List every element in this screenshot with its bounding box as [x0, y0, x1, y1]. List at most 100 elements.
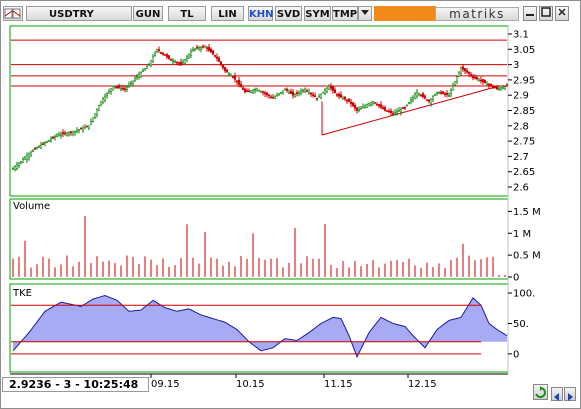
restore-button[interactable] [539, 6, 553, 21]
candle-body [11, 168, 15, 170]
candle-body [105, 93, 109, 96]
refresh-button[interactable] [533, 384, 548, 400]
sym-button[interactable]: SYM [304, 6, 331, 21]
price-panel[interactable] [9, 25, 509, 197]
candle-body [149, 60, 153, 66]
candle-body [413, 94, 417, 99]
volume-tick-label: 1 M [513, 229, 531, 240]
price-tick-label: 2.85 [513, 106, 535, 117]
style-khn-label: KHN [249, 9, 274, 20]
candle-body [127, 84, 131, 87]
candle-body [457, 72, 461, 77]
candle-body [411, 96, 415, 101]
candle-body [117, 85, 121, 88]
candle-body [215, 56, 219, 59]
candle-body [181, 61, 185, 64]
candle-body [359, 107, 363, 110]
restore-icon [541, 7, 551, 17]
candle-body [221, 65, 225, 68]
candle-body [161, 53, 165, 55]
candle-body [79, 127, 83, 130]
candle-body [357, 109, 361, 111]
candle-body [25, 155, 29, 160]
candle-body [409, 99, 413, 102]
period-gun-button[interactable]: GUN [133, 6, 163, 21]
candle-body [493, 86, 497, 89]
candle-body [345, 99, 349, 102]
price-tick-label: 2.95 [513, 75, 535, 86]
candle-body [97, 105, 101, 112]
candle-body [505, 84, 509, 87]
price-tick-label: 2.8 [513, 121, 529, 132]
scroll-left-button[interactable] [551, 387, 563, 401]
currency-tl-button[interactable]: TL [168, 6, 206, 21]
candle-body [453, 81, 457, 86]
candle-body [295, 92, 299, 94]
candle-body [107, 90, 111, 94]
candle-body [151, 56, 155, 63]
candle-body [67, 132, 71, 135]
style-khn-button[interactable]: KHN [248, 6, 274, 21]
close-button[interactable] [555, 6, 569, 21]
candle-body [89, 121, 93, 125]
accent-bar [374, 6, 436, 21]
tmp-button[interactable]: TMP [332, 6, 358, 21]
candle-body [339, 94, 343, 98]
candle-body [69, 131, 73, 134]
candle-body [435, 91, 439, 94]
candle-body [255, 88, 259, 92]
candle-body [401, 107, 405, 109]
candle-body [377, 104, 381, 107]
candle-body [327, 85, 331, 90]
symbol-field[interactable]: USDTRY [26, 6, 132, 21]
candle-body [371, 101, 375, 104]
chart-type-icon[interactable] [3, 6, 23, 21]
candle-body [137, 74, 141, 78]
minimize-button[interactable] [523, 6, 537, 21]
x-axis-labels: 09.15 10.15 11.15 12.15 [150, 374, 437, 390]
candle-body [365, 104, 369, 108]
candle-body [407, 102, 411, 105]
candle-body [53, 136, 57, 138]
candle-body [169, 59, 173, 61]
svd-button[interactable]: SVD [275, 6, 302, 21]
price-tick-label: 3 [513, 60, 519, 71]
x-tick-label: 11.15 [324, 379, 353, 390]
candle-body [485, 83, 489, 86]
candle-body [319, 93, 323, 99]
candle-body [279, 91, 283, 94]
candle-body [369, 102, 373, 106]
candle-body [33, 148, 37, 150]
candle-body [293, 93, 297, 97]
volume-layer: 1.5 M 1 M 0.5 M 0 [12, 207, 541, 284]
candle-body [467, 71, 471, 75]
candle-body [437, 92, 441, 94]
candle-body [451, 85, 455, 91]
candle-body [427, 99, 431, 102]
candle-body [489, 83, 493, 87]
candle-body [433, 94, 437, 96]
scroll-right-button[interactable] [564, 387, 576, 401]
candle-body [335, 94, 339, 96]
candle-body [459, 67, 463, 74]
candle-body [247, 90, 251, 93]
candle-body [143, 68, 147, 71]
scale-lin-label: LIN [218, 9, 237, 20]
candle-body [51, 136, 55, 139]
candle-body [231, 76, 235, 79]
candle-body [383, 107, 387, 111]
candle-body [15, 164, 19, 169]
candle-body [445, 92, 449, 95]
template-dropdown[interactable] [358, 6, 372, 21]
candle-body [483, 79, 487, 84]
candle-body [349, 101, 353, 104]
candle-body [173, 61, 177, 63]
candle-body [183, 59, 187, 64]
candle-body [209, 48, 213, 53]
scale-lin-button[interactable]: LIN [211, 6, 244, 21]
candle-body [29, 151, 33, 156]
candle-body [147, 64, 151, 66]
chevron-down-icon [361, 10, 369, 15]
candle-body [347, 98, 351, 102]
